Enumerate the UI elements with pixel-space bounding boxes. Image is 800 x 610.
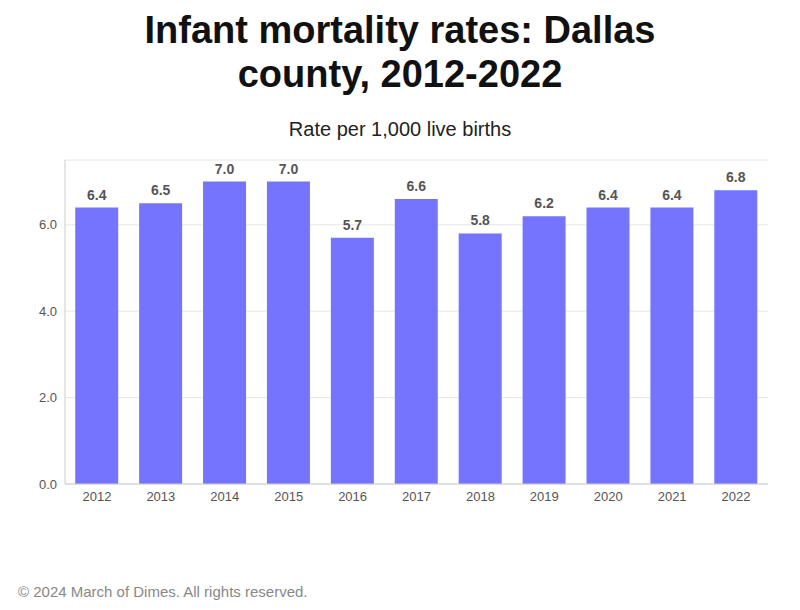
svg-text:6.4: 6.4: [598, 187, 618, 203]
svg-text:2021: 2021: [658, 489, 687, 504]
svg-text:6.6: 6.6: [407, 178, 427, 194]
svg-text:7.0: 7.0: [279, 161, 299, 177]
svg-text:2014: 2014: [210, 489, 239, 504]
svg-text:4.0: 4.0: [39, 304, 57, 319]
svg-text:0.0: 0.0: [39, 477, 57, 492]
svg-text:2022: 2022: [722, 489, 751, 504]
svg-text:2018: 2018: [466, 489, 495, 504]
svg-text:5.8: 5.8: [470, 212, 490, 228]
svg-text:2.0: 2.0: [39, 390, 57, 405]
svg-text:6.8: 6.8: [726, 169, 746, 185]
svg-text:2012: 2012: [82, 489, 111, 504]
html-text:© 2024 March of Dimes. All rig: © 2024 March of Dimes. All rights reserv…: [18, 583, 308, 600]
svg-text:5.7: 5.7: [343, 217, 363, 233]
svg-text:6.5: 6.5: [151, 182, 171, 198]
svg-text:2016: 2016: [338, 489, 367, 504]
svg-text:6.2: 6.2: [534, 195, 554, 211]
html-text:Rate per 1,000 live births: Rate per 1,000 live births: [288, 118, 512, 140]
svg-text:6.4: 6.4: [87, 187, 107, 203]
svg-text:2020: 2020: [594, 489, 623, 504]
svg-text:2019: 2019: [530, 489, 559, 504]
svg-text:7.0: 7.0: [215, 161, 235, 177]
svg-text:2017: 2017: [402, 489, 431, 504]
html-text:Infant mortality rates: Dallas: Infant mortality rates: Dallas county, 2…: [144, 9, 656, 95]
svg-text:2013: 2013: [146, 489, 175, 504]
svg-text:2015: 2015: [274, 489, 303, 504]
svg-text:6.0: 6.0: [39, 217, 57, 232]
svg-text:6.4: 6.4: [662, 187, 682, 203]
